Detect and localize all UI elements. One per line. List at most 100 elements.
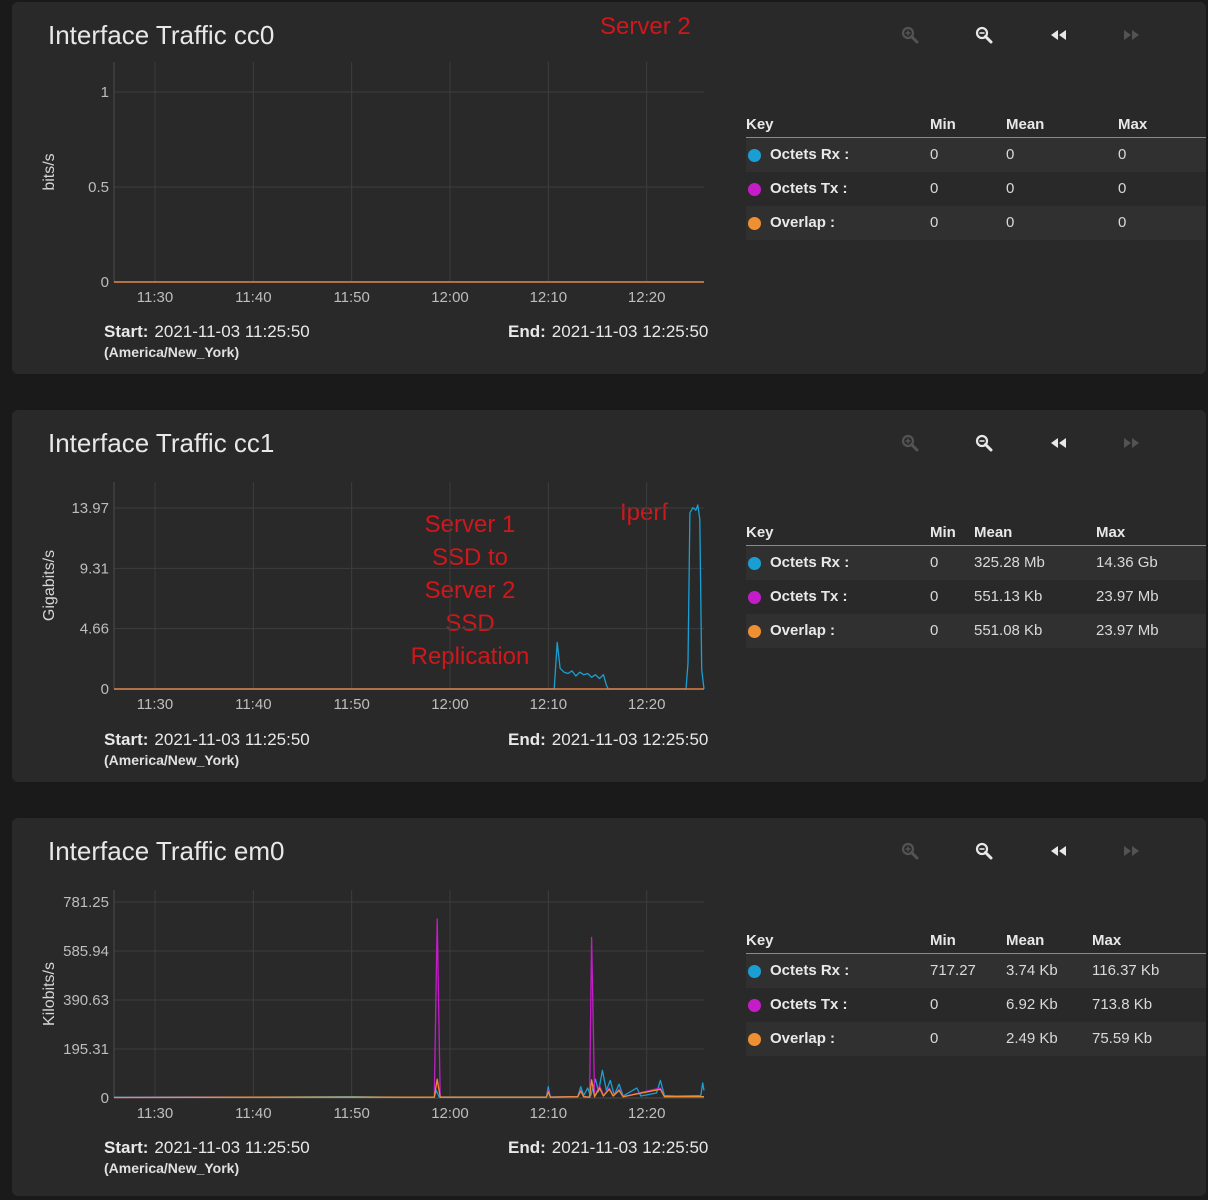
annotation-line: SSD (445, 610, 495, 637)
zoom-out-icon (975, 434, 993, 452)
series-line-octets-tx (113, 918, 704, 1099)
y-tick-label: 1 (101, 84, 109, 101)
legend-mean-header: Mean (974, 524, 1013, 541)
legend-max: 0 (1118, 180, 1127, 197)
legend-key-header: Key (746, 524, 774, 541)
zoom-in-button[interactable] (890, 836, 930, 866)
legend-max: 75.59 Kb (1092, 1030, 1153, 1047)
legend-max: 14.36 Gb (1096, 554, 1158, 571)
legend-min: 0 (930, 996, 939, 1013)
end-value: 2021-11-03 12:25:50 (551, 1138, 709, 1157)
zoom-out-button[interactable] (964, 836, 1004, 866)
legend-min: 717.27 (930, 962, 976, 979)
start-range: Start: 2021-11-03 11:25:50 (104, 322, 310, 342)
legend-series-name: Octets Tx : (770, 996, 848, 1013)
start-range: Start: 2021-11-03 11:25:50 (104, 730, 310, 750)
x-tick-label: 11:30 (137, 289, 173, 306)
step-forward-button[interactable] (1112, 20, 1152, 50)
legend-row-rx: Octets Rx : 0 325.28 Mb 14.36 Gb (746, 546, 1206, 580)
legend-row-overlap: Overlap : 0 2.49 Kb 75.59 Kb (746, 1022, 1206, 1056)
step-back-button[interactable] (1038, 20, 1078, 50)
legend-row-tx: Octets Tx : 0 551.13 Kb 23.97 Mb (746, 580, 1206, 614)
zoom-out-button[interactable] (964, 20, 1004, 50)
y-tick-label: 9.31 (80, 560, 109, 577)
legend-header: Key Min Mean Max (746, 521, 1206, 546)
legend-min: 0 (930, 622, 939, 639)
legend-series-name: Octets Tx : (770, 588, 848, 605)
legend-table: Key Min Mean Max Octets Rx : 717.27 3.74… (746, 929, 1206, 1056)
legend-max-header: Max (1118, 116, 1148, 133)
legend-mean-header: Mean (1006, 932, 1045, 949)
end-range: End: 2021-11-03 12:25:50 (508, 1138, 708, 1158)
legend-min: 0 (930, 1030, 939, 1047)
x-tick-label: 11:30 (137, 1105, 173, 1122)
end-label: End: (508, 1138, 546, 1157)
y-tick-label: 0 (101, 681, 109, 698)
legend-mean: 0 (1006, 180, 1015, 197)
legend-min-header: Min (930, 116, 956, 133)
y-tick-label: 781.25 (63, 894, 109, 911)
legend-mean: 2.49 Kb (1006, 1030, 1058, 1047)
legend-max: 23.97 Mb (1096, 622, 1159, 639)
annotation-line: SSD to (431, 544, 509, 571)
y-tick-label: 585.94 (63, 943, 109, 960)
x-tick-label: 11:30 (137, 696, 173, 713)
legend-table: Key Min Mean Max Octets Rx : 0 325.28 Mb… (746, 521, 1206, 648)
tx-dot-icon (748, 591, 761, 604)
end-range: End: 2021-11-03 12:25:50 (508, 322, 708, 342)
timezone-label: (America/New_York) (104, 752, 240, 768)
annotation-line: Server 1 (424, 511, 516, 538)
legend-header: Key Min Mean Max (746, 113, 1206, 138)
y-axis-label: Gigabits/s (41, 550, 58, 621)
step-back-button[interactable] (1038, 428, 1078, 458)
chart-plot-em0: 11:30 11:40 11:50 12:00 12:10 12:20 0 195.31 390… (41, 890, 705, 1122)
chart-title: Interface Traffic cc0 (48, 20, 275, 50)
legend-row-tx: Octets Tx : 0 6.92 Kb 713.8 Kb (746, 988, 1206, 1022)
legend-rows: Octets Rx : 0 0 0 Octets Tx : 0 0 0 Over… (746, 138, 1206, 240)
step-forward-icon (1123, 845, 1141, 857)
y-tick-label: 0 (101, 274, 109, 291)
legend-row-overlap: Overlap : 0 0 0 (746, 206, 1206, 240)
tx-dot-icon (748, 183, 761, 196)
zoom-in-button[interactable] (890, 428, 930, 458)
end-value: 2021-11-03 12:25:50 (551, 730, 709, 749)
x-tick-label: 11:50 (333, 696, 369, 713)
step-forward-button[interactable] (1112, 428, 1152, 458)
x-tick-label: 12:20 (628, 1105, 666, 1122)
zoom-in-icon (901, 26, 919, 44)
zoom-out-button[interactable] (964, 428, 1004, 458)
legend-min: 0 (930, 180, 939, 197)
annotation-line: Replication (410, 643, 530, 670)
step-back-icon (1049, 29, 1067, 41)
step-back-button[interactable] (1038, 836, 1078, 866)
legend-max: 0 (1118, 214, 1127, 231)
x-tick-label: 12:10 (530, 696, 568, 713)
end-value: 2021-11-03 12:25:50 (551, 322, 709, 341)
start-range: Start: 2021-11-03 11:25:50 (104, 1138, 310, 1158)
annotation-line: Server 2 (424, 577, 516, 604)
step-back-icon (1049, 845, 1067, 857)
legend-mean: 551.13 Kb (974, 588, 1043, 605)
chart-title: Interface Traffic em0 (48, 836, 285, 866)
y-tick-label: 390.63 (63, 992, 109, 1009)
legend-series-name: Overlap : (770, 622, 836, 639)
legend-max: 713.8 Kb (1092, 996, 1153, 1013)
zoom-in-button[interactable] (890, 20, 930, 50)
start-label: Start: (104, 730, 149, 749)
legend-series-name: Octets Rx : (770, 554, 850, 571)
series-line-octets-rx (114, 504, 705, 690)
y-tick-label: 13.97 (71, 500, 109, 517)
step-forward-button[interactable] (1112, 836, 1152, 866)
x-tick-label: 12:10 (530, 1105, 568, 1122)
chart-plot-cc0: 11:30 11:40 11:50 12:00 12:10 12:20 0 0.5 1 bits/… (41, 62, 704, 306)
legend-max: 23.97 Mb (1096, 588, 1159, 605)
y-tick-label: 4.66 (80, 621, 109, 638)
timezone-label: (America/New_York) (104, 344, 240, 360)
annotation-iperf: Iperf (620, 499, 669, 526)
legend-mean-header: Mean (1006, 116, 1045, 133)
legend-min-header: Min (930, 524, 956, 541)
chart-card-em0: Interface Traffic em0 11:30 11:40 11:50 12:… (12, 818, 1206, 1196)
legend-min: 0 (930, 554, 939, 571)
x-tick-label: 12:20 (628, 696, 666, 713)
start-label: Start: (104, 1138, 149, 1157)
